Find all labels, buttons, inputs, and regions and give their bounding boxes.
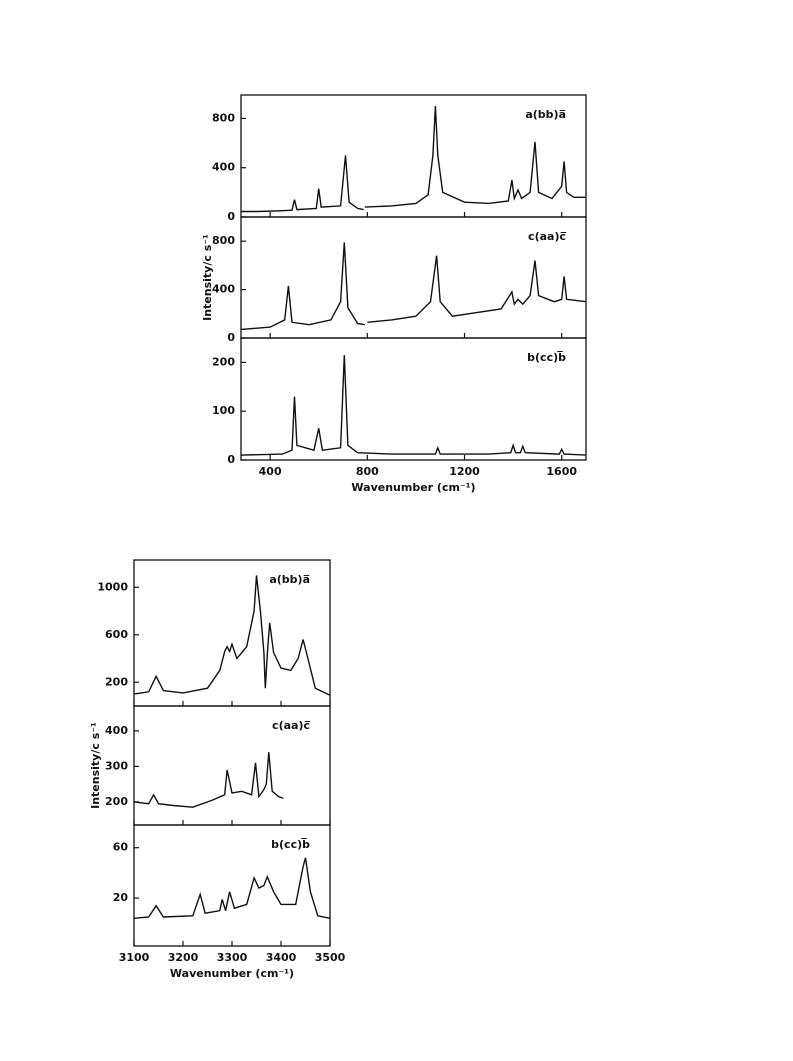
spectrum-line	[241, 106, 586, 213]
x-tick-label: 1200	[449, 465, 480, 478]
y-tick-label: 400	[212, 161, 235, 174]
y-tick-label: 400	[105, 724, 128, 737]
x-axis-label: Wavenumber (cm⁻¹)	[351, 481, 475, 494]
y-tick-label: 200	[212, 355, 235, 368]
panel-annotation: b(cc)b̅	[271, 838, 310, 851]
y-tick-label: 300	[105, 759, 128, 772]
spectrum-line	[133, 575, 331, 696]
y-tick-label: 20	[113, 891, 129, 904]
panel-frame	[240, 337, 587, 461]
x-tick-label: 400	[259, 465, 282, 478]
y-tick-label: 600	[105, 628, 128, 641]
x-tick-label: 3300	[217, 951, 248, 964]
spectrum-line	[133, 752, 284, 808]
y-axis-label: Intensity/c s⁻¹	[201, 234, 214, 321]
y-tick-label: 60	[113, 841, 129, 854]
panel-annotation: c(aa)c̅	[528, 230, 566, 243]
panel-annotation: a(bb)a̅	[525, 108, 566, 121]
spectrum-line	[240, 242, 587, 331]
y-tick-label: 800	[212, 234, 235, 247]
panel-annotation: c(aa)c̅	[272, 719, 310, 732]
y-tick-label: 200	[105, 795, 128, 808]
x-tick-label: 3100	[119, 951, 150, 964]
y-tick-label: 400	[212, 283, 235, 296]
panel-annotation: b(cc)b̅	[527, 351, 566, 364]
y-axis-label: Intensity/c s⁻¹	[89, 722, 102, 809]
y-tick-label: 1000	[97, 580, 128, 593]
panel-annotation: a(bb)a̅	[269, 573, 310, 586]
x-tick-label: 3400	[266, 951, 297, 964]
x-tick-label: 3500	[315, 951, 346, 964]
y-tick-label: 0	[227, 453, 235, 466]
spectrum-line	[133, 857, 331, 919]
y-tick-label: 800	[212, 111, 235, 124]
x-tick-label: 1600	[546, 465, 577, 478]
y-tick-label: 100	[212, 404, 235, 417]
x-tick-label: 3200	[168, 951, 199, 964]
y-tick-label: 200	[105, 675, 128, 688]
y-tick-label: 0	[227, 210, 235, 223]
x-tick-label: 800	[356, 465, 379, 478]
x-axis-label: Wavenumber (cm⁻¹)	[170, 967, 294, 980]
y-tick-label: 0	[227, 331, 235, 344]
spectrum-line	[240, 355, 587, 456]
